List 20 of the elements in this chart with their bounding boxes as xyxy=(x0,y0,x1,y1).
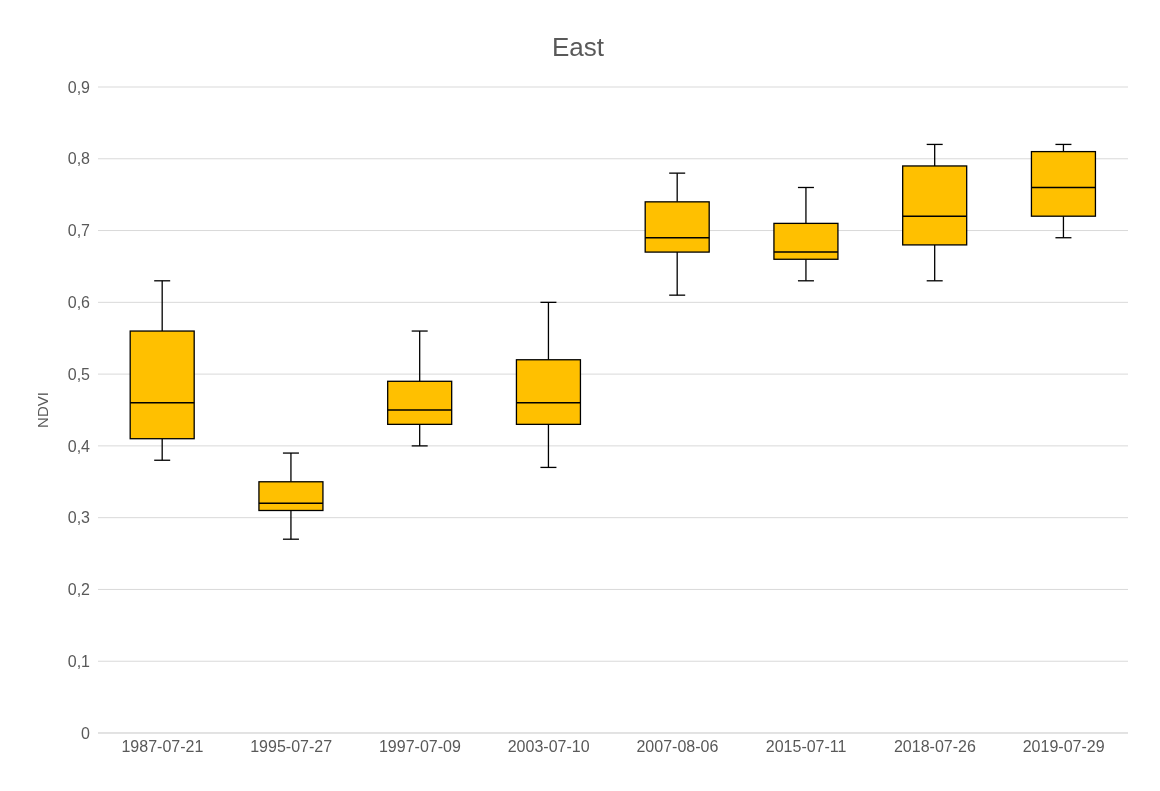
y-tick-label: 0 xyxy=(81,724,91,742)
y-tick-label: 0,5 xyxy=(67,365,91,383)
y-tick-label: 0,6 xyxy=(67,294,91,312)
x-tick-label: 1997-07-09 xyxy=(378,738,461,756)
y-tick-label: 0,3 xyxy=(67,509,91,527)
y-axis-title: NDVI xyxy=(34,392,52,428)
x-tick-label: 2007-08-06 xyxy=(636,738,719,756)
y-tick-label: 0,1 xyxy=(67,652,91,670)
y-tick-label: 0,2 xyxy=(67,581,91,599)
y-tick-label: 0,4 xyxy=(67,437,91,455)
x-tick-label: 2018-07-26 xyxy=(893,738,976,756)
x-tick-label: 2003-07-10 xyxy=(507,738,590,756)
y-tick-label: 0,9 xyxy=(67,78,91,96)
x-tick-label: 1995-07-27 xyxy=(250,738,333,756)
y-tick-label: 0,7 xyxy=(67,222,91,240)
x-tick-label: 2015-07-11 xyxy=(765,738,847,756)
x-tick-label: 1987-07-21 xyxy=(121,738,204,756)
y-tick-label: 0,8 xyxy=(67,150,91,168)
x-tick-label: 2019-07-29 xyxy=(1022,738,1105,756)
chart-title: East xyxy=(551,31,605,64)
